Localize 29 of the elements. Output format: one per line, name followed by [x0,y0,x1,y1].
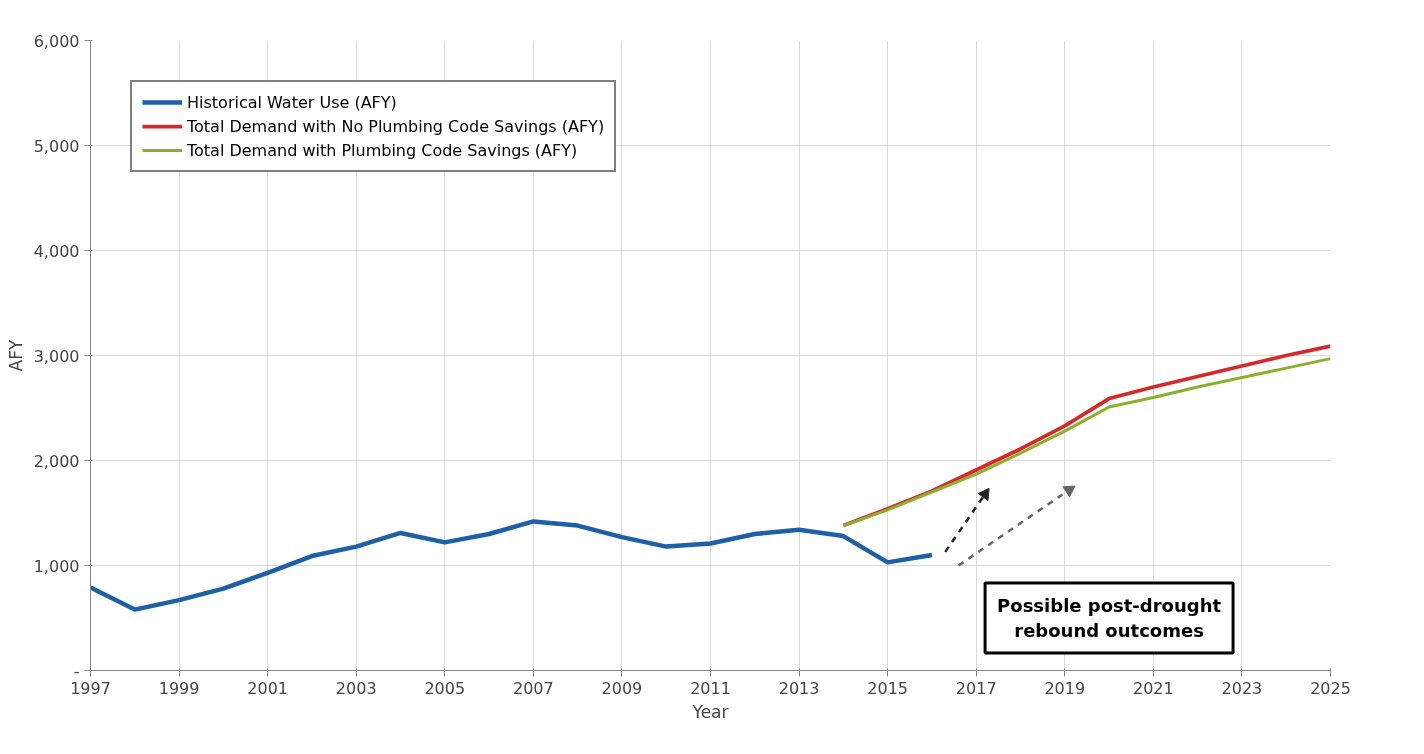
x-tick-label: 2009 [601,678,643,698]
x-tick-label: 2007 [513,678,554,698]
x-tick-label: 2023 [1221,678,1263,698]
legend-label: Historical Water Use (AFY) [187,92,397,112]
x-tick-label: 2013 [778,678,820,698]
annotation: Possible post-drought rebound outcomes [997,594,1222,642]
x-tick-label: 2017 [955,678,997,698]
legend-label: Total Demand with Plumbing Code Savings (AFY) [187,140,578,160]
y-tick-label: 3,000 [33,346,80,366]
y-tick-label: 1,000 [33,556,80,576]
x-tick-label: 2025 [1310,678,1351,698]
y-tick-label: 6,000 [33,31,80,51]
x-tick-label: 2021 [1133,678,1174,698]
x-tick-label: 2003 [335,678,377,698]
x-tick-label: 1999 [158,678,200,698]
x-axis-title: Year [691,701,729,722]
x-tick-label: 2019 [1044,678,1086,698]
x-tick-label: 1997 [70,678,111,698]
y-tick-label: 5,000 [33,136,80,156]
x-tick-label: 2011 [690,678,731,698]
y-tick-label: - [73,661,80,681]
x-tick-label: 2015 [867,678,908,698]
line-series [90,519,935,612]
y-tick-label: 2,000 [33,451,80,471]
y-tick-label: 4,000 [33,241,80,261]
y-axis-title: AFY [5,338,26,372]
legend-label: Total Demand with No Plumbing Code Savings (AFY) [187,116,605,136]
x-tick-label: 2005 [424,678,466,698]
x-tick-label: 2001 [247,678,288,698]
